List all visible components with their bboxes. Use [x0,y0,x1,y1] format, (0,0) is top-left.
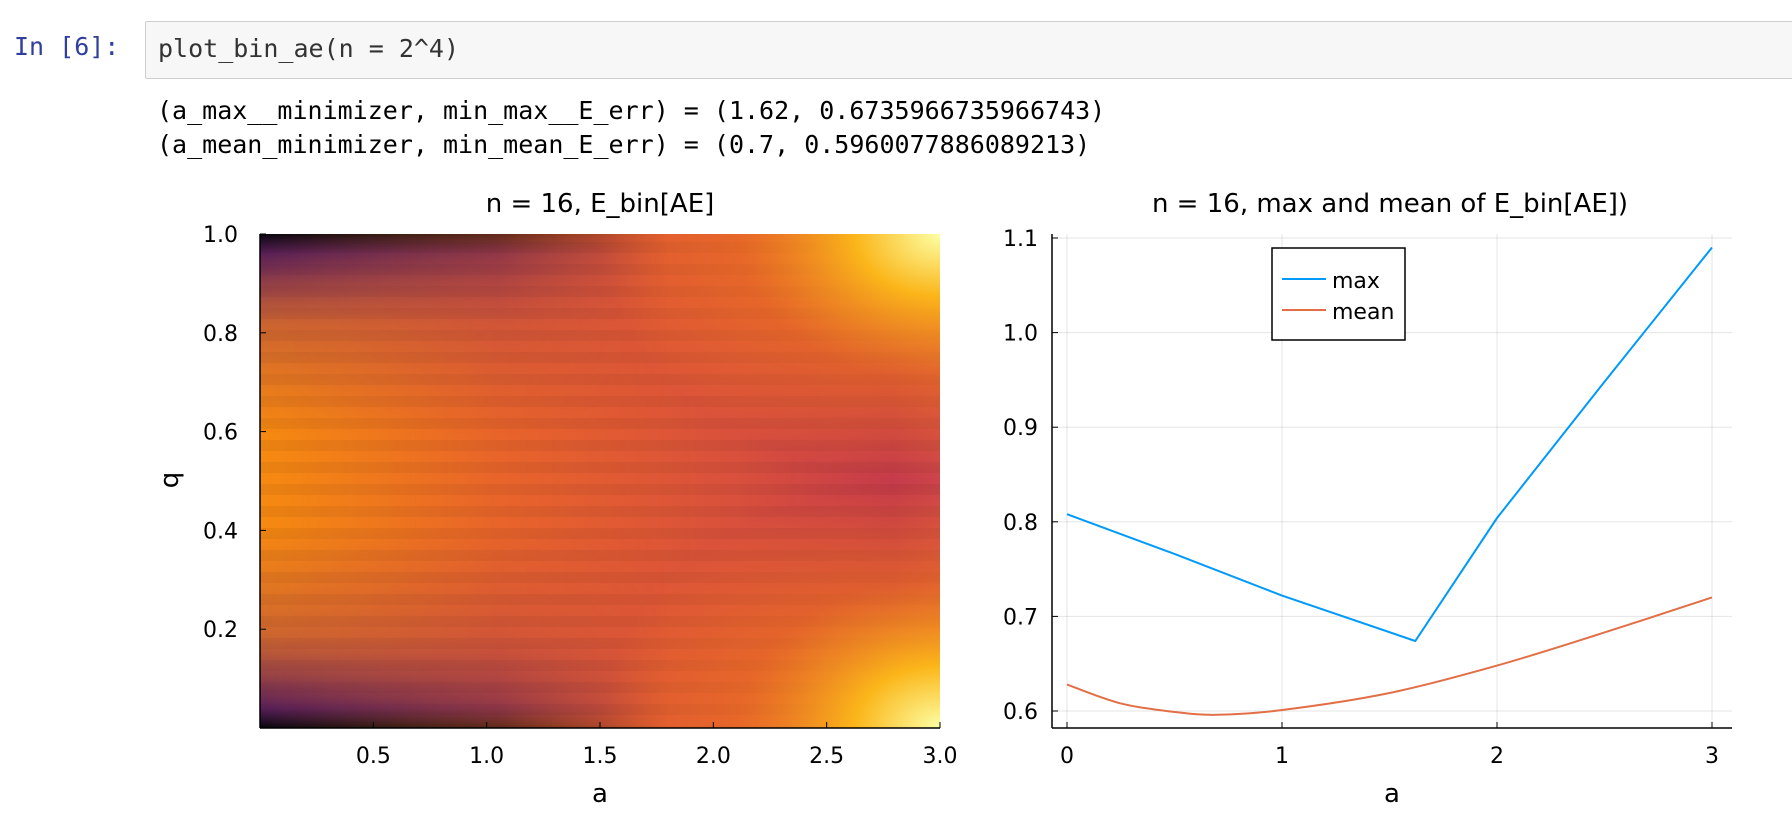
cell-prompt: In [6]: [14,32,120,61]
line-plot-xtick-label: 0 [1060,744,1074,769]
line-plot-xlabel: a [1384,779,1400,809]
series-line-max [1066,246,1713,643]
heatmap-ytick-label: 0.8 [203,322,238,347]
series-line-mean [1066,596,1713,716]
line-plot-title: n = 16, max and mean of E_bin[AE]) [1152,189,1628,219]
code-input[interactable]: plot_bin_ae(n = 2^4) [158,34,460,63]
output-line-2: (a_mean_minimizer, min_mean_E_err) = (0.… [157,130,1091,159]
heatmap-xtick-label: 1.0 [469,744,504,769]
heatmap-xtick-label: 2.0 [696,744,731,769]
heatmap-xtick-label: 1.5 [583,744,618,769]
heatmap-ytick-label: 0.6 [203,421,238,446]
line-plot-ytick-label: 0.7 [1003,605,1038,630]
heatmap-xtick-label: 0.5 [356,744,391,769]
heatmap-image [260,234,940,728]
heatmap-xlabel: a [592,779,608,809]
line-plot-xtick-label: 2 [1490,744,1504,769]
line-plot-ytick-label: 0.8 [1003,511,1038,536]
heatmap-ylabel: q [155,472,185,489]
legend: max mean [1271,247,1406,341]
line-plot-xtick-label: 1 [1275,744,1289,769]
line-plot-ytick-label: 0.6 [1003,700,1038,725]
line-plot-ytick-label: 1.1 [1003,227,1038,252]
heatmap-title: n = 16, E_bin[AE] [486,189,715,219]
code-input-cell[interactable]: plot_bin_ae(n = 2^4) [145,21,1792,79]
legend-label-max: max [1332,269,1380,294]
output-line-1: (a_max__minimizer, min_max__E_err) = (1.… [157,96,1106,125]
heatmap-plot: n = 16, E_bin[AE] 0.5 1.0 1.5 2.0 2.5 3.0 0.2… [155,189,958,809]
heatmap-ytick-label: 0.4 [203,519,238,544]
heatmap-xtick-label: 2.5 [809,744,844,769]
line-plot-ytick-label: 1.0 [1003,322,1038,347]
heatmap-ytick-label: 0.2 [203,618,238,643]
line-plot-ytick-label: 0.9 [1003,416,1038,441]
legend-label-mean: mean [1332,300,1394,325]
line-plot-xtick-label: 3 [1705,744,1719,769]
heatmap-ytick-label: 1.0 [203,223,238,248]
heatmap-xtick-label: 3.0 [923,744,958,769]
